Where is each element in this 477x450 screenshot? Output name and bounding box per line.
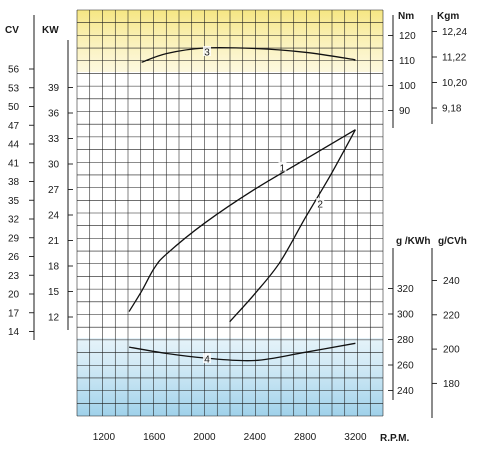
cv-tick-label: 41 (8, 158, 20, 169)
x-tick-label: 1600 (143, 432, 166, 443)
kgm-tick-label: 12,24 (442, 27, 467, 38)
kw-tick-label: 12 (48, 313, 60, 324)
gkwh-tick-label: 280 (397, 335, 414, 346)
curve-label-4: 4 (204, 355, 210, 366)
cv-tick-label: 26 (8, 252, 20, 263)
cv-tick-label: 29 (8, 233, 20, 244)
cv-tick-label: 23 (8, 271, 20, 282)
gkwh-tick-label: 300 (397, 310, 414, 321)
gkwh-tick-label: 240 (397, 386, 414, 397)
curve-2 (229, 129, 356, 323)
kw-tick-label: 21 (48, 236, 60, 247)
x-tick-label: 2000 (193, 432, 216, 443)
x-axis-title: R.P.M. (380, 433, 409, 444)
cv-tick-label: 35 (8, 196, 20, 207)
kw-tick-label: 27 (48, 185, 60, 196)
kgm-axis-title: Kgm (437, 11, 459, 22)
nm-tick-label: 110 (399, 56, 415, 67)
x-tick-label: 2800 (294, 432, 317, 443)
curve-label-bg (316, 198, 325, 209)
kgm-tick-label: 9,18 (442, 104, 462, 115)
curve-label-bg (203, 353, 212, 364)
kw-tick-label: 36 (48, 109, 60, 120)
gkwh-axis-title: g /KWh (396, 236, 430, 247)
curve-1 (128, 129, 356, 312)
cv-tick-label: 47 (8, 121, 20, 132)
cv-tick-label: 14 (8, 327, 20, 338)
cv-tick-label: 32 (8, 215, 20, 226)
kw-tick-label: 39 (48, 83, 60, 94)
cv-tick-label: 44 (8, 140, 20, 151)
x-tick-label: 1200 (93, 432, 116, 443)
x-tick-label: 3200 (344, 432, 367, 443)
gkwh-tick-label: 320 (397, 284, 414, 295)
plot-grid (76, 9, 384, 417)
gkwh-tick-label: 260 (397, 361, 414, 372)
nm-tick-label: 120 (399, 31, 416, 42)
curve-label-2: 2 (317, 200, 323, 211)
curve-label-1: 1 (280, 163, 286, 174)
kw-tick-label: 15 (48, 287, 60, 298)
cv-tick-label: 53 (8, 83, 20, 94)
tick-labels: 5653504744413835322926232017143936333027… (8, 27, 467, 443)
nm-tick-label: 100 (399, 81, 416, 92)
curve-4 (128, 342, 356, 362)
gcvh-tick-label: 240 (443, 276, 460, 287)
cv-tick-label: 17 (8, 308, 20, 319)
cv-tick-label: 38 (8, 177, 20, 188)
gcvh-tick-label: 180 (443, 379, 460, 390)
kw-tick-label: 30 (48, 160, 60, 171)
curve-3 (141, 46, 356, 63)
cv-tick-label: 50 (8, 102, 20, 113)
curve-label-3: 3 (204, 48, 210, 59)
x-tick-label: 2400 (244, 432, 267, 443)
nm-tick-label: 90 (399, 106, 411, 117)
cv-axis-title: CV (5, 25, 19, 36)
gcvh-tick-label: 220 (443, 310, 460, 321)
gcvh-tick-label: 200 (443, 345, 460, 356)
kgm-tick-label: 11,22 (442, 53, 467, 64)
cv-tick-label: 56 (8, 65, 20, 76)
kw-tick-label: 18 (48, 262, 60, 273)
kw-tick-label: 33 (48, 134, 60, 145)
kw-axis-title: KW (42, 25, 59, 36)
curves: 1 2 3 4 (128, 46, 356, 366)
kw-tick-label: 24 (48, 211, 60, 222)
gcvh-axis-title: g/CVh (438, 236, 467, 247)
kgm-tick-label: 10,20 (442, 78, 467, 89)
curve-label-bg (203, 46, 212, 57)
cv-tick-label: 20 (8, 290, 20, 301)
nm-axis-title: Nm (398, 11, 414, 22)
curve-label-bg (278, 161, 287, 172)
